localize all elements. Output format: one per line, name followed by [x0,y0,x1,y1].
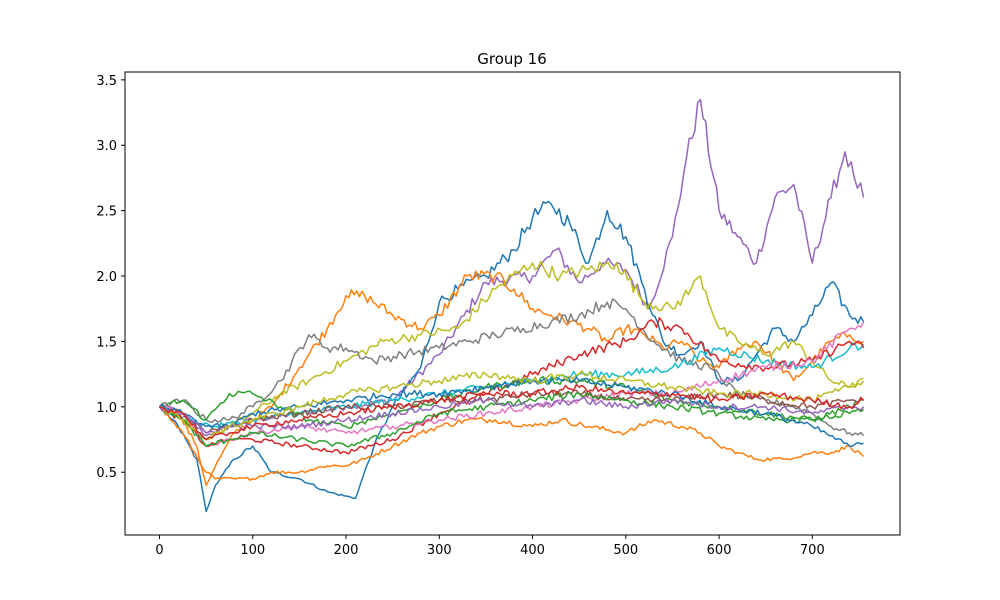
x-tick-label: 0 [155,543,163,558]
x-tick-label: 100 [240,543,265,558]
y-tick-label: 3.5 [96,74,117,89]
x-tick-label: 400 [520,543,545,558]
y-tick-label: 1.5 [96,335,117,350]
y-tick-label: 1.0 [96,401,117,416]
x-tick-label: 600 [707,543,732,558]
x-tick-label: 500 [613,543,638,558]
y-tick-label: 2.0 [96,270,117,285]
x-axis-ticks: 0 100 200 300 400 500 600 700 [155,535,825,558]
y-axis-ticks: 0.5 1.0 1.5 2.0 2.5 3.0 3.5 [96,74,125,481]
plot-frame [124,71,901,536]
x-tick-label: 300 [427,543,452,558]
y-tick-label: 0.5 [96,466,117,481]
series-line-13 [159,376,864,448]
series-line-10 [158,321,865,447]
series-line-9 [158,376,864,429]
chart-title: Group 16 [477,50,547,68]
x-tick-label: 700 [800,543,825,558]
series-line-1 [159,98,865,437]
y-tick-label: 3.0 [96,139,117,154]
series-layer [158,98,865,513]
series-line-16 [159,383,864,441]
x-tick-label: 200 [334,543,359,558]
series-line-15 [159,370,864,441]
series-line-4 [159,406,865,481]
series-line-5 [159,260,865,441]
y-tick-label: 2.5 [96,205,117,220]
